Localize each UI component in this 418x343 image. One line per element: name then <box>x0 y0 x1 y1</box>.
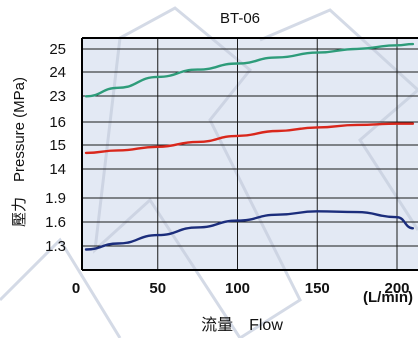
grid <box>81 37 418 271</box>
x-axis-label: 流量 Flow <box>201 316 283 334</box>
x-tick-label: 200 <box>384 280 409 297</box>
labels: BT-06 流量 Flow (L/min) 壓力 Pressure (MPa) … <box>11 10 413 334</box>
series-line-1 <box>84 42 415 98</box>
watermark <box>0 6 418 341</box>
series-line-3 <box>84 210 415 251</box>
watermark-shape <box>259 8 418 231</box>
y-tick-label: 1.3 <box>45 238 66 255</box>
x-tick-label: 100 <box>225 280 250 297</box>
y-tick-label: 15 <box>49 137 66 154</box>
y-tick-label: 14 <box>49 161 66 178</box>
x-tick-label: 150 <box>305 280 330 297</box>
watermark-shape <box>93 6 302 341</box>
y-tick-label: 1.6 <box>45 214 66 231</box>
y-tick-label: 24 <box>49 64 66 81</box>
y-axis-label: 壓力 Pressure (MPa) <box>11 77 28 227</box>
watermark-shape <box>0 237 122 339</box>
y-tick-label: 16 <box>49 114 66 131</box>
y-tick-label: 23 <box>49 88 66 105</box>
y-tick-label: 1.9 <box>45 190 66 207</box>
x-unit-label: (L/min) <box>363 289 413 306</box>
series-group <box>84 42 415 251</box>
y-tick-label: 25 <box>49 41 66 58</box>
x-tick-label: 0 <box>72 280 80 297</box>
chart-title: BT-06 <box>220 10 260 27</box>
x-tick-label: 50 <box>149 280 166 297</box>
plot-area <box>82 38 418 270</box>
series-line-2 <box>84 122 415 155</box>
